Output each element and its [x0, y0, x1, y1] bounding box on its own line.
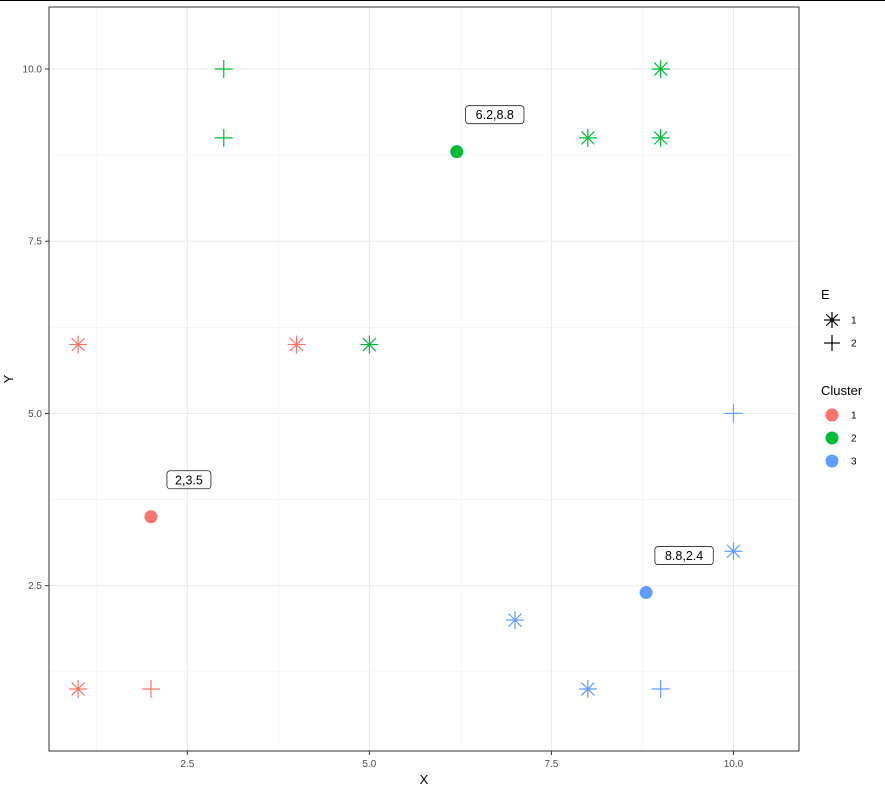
centroid-point	[639, 586, 653, 600]
legend-shape-title: E	[821, 287, 830, 302]
data-point-cluster-2	[214, 60, 233, 78]
asterisk-d2-stroke	[653, 62, 668, 76]
data-point-cluster-2	[578, 128, 597, 147]
data-point-cluster-3	[506, 611, 525, 630]
legend-color-key	[825, 431, 839, 445]
data-point-cluster-1	[69, 335, 88, 354]
centroid-label: 2,3.5	[166, 470, 212, 490]
y-tick-label: 2.5	[28, 581, 42, 592]
centroid-label-box	[166, 470, 212, 490]
x-tick-label: 5.0	[362, 759, 376, 770]
top-border-line	[0, 0, 885, 1]
centroid-label-text: 8.8,2.4	[665, 549, 703, 563]
plot-background	[49, 7, 799, 751]
asterisk-d2-stroke	[362, 337, 377, 352]
asterisk-d2-stroke	[580, 130, 595, 145]
data-point-cluster-2	[651, 60, 670, 78]
centroid-label: 8.8,2.4	[654, 546, 714, 565]
centroid-label-text: 6.2,8.8	[476, 108, 514, 122]
data-point-cluster-1	[141, 680, 160, 698]
legend-color-title: Cluster	[821, 383, 863, 398]
asterisk-d2-stroke	[653, 130, 668, 145]
data-point-cluster-1	[69, 680, 88, 698]
data-point-cluster-1	[287, 335, 306, 354]
legend-color-key	[825, 408, 839, 422]
data-point-cluster-3	[578, 680, 597, 698]
x-axis-title: X	[420, 772, 429, 787]
grid-lines	[49, 7, 799, 751]
data-point-cluster-2	[651, 128, 670, 147]
legend: E 1 2 Cluster 1 2 3	[821, 287, 863, 468]
asterisk-d2-stroke	[508, 613, 522, 628]
x-tick-label: 7.5	[544, 759, 558, 770]
y-axis-title: Y	[1, 374, 16, 383]
centroid-label: 6.2,8.8	[465, 105, 525, 125]
cluster-centroids: 2,3.5 6.2,8.8 8.8,2.4	[144, 105, 714, 600]
x-tick-label: 10.0	[724, 759, 744, 770]
y-tick-label: 10.0	[23, 65, 43, 76]
centroid-label-box	[654, 546, 714, 565]
data-points	[69, 60, 743, 698]
plot-border	[48, 6, 800, 752]
legend-color-label: 2	[851, 434, 857, 445]
asterisk-d2-stroke	[580, 682, 595, 696]
y-tick-label: 5.0	[28, 409, 42, 420]
legend-shape-label: 2	[851, 339, 857, 350]
data-point-cluster-3	[724, 542, 743, 561]
data-point-cluster-3	[651, 680, 670, 698]
asterisk-d2-stroke	[289, 337, 304, 352]
data-point-cluster-2	[214, 128, 233, 147]
legend-color-key	[825, 454, 839, 468]
centroid-label-box	[465, 105, 525, 125]
legend-shape-key	[824, 312, 840, 328]
asterisk-d2-stroke	[825, 313, 839, 327]
centroid-point	[450, 145, 464, 159]
legend-color-label: 3	[851, 457, 857, 468]
asterisk-d2-stroke	[726, 544, 741, 559]
legend-color-label: 1	[851, 411, 857, 422]
asterisk-d2-stroke	[71, 682, 86, 696]
data-point-cluster-2	[360, 335, 379, 354]
centroid-label-text: 2,3.5	[175, 473, 203, 487]
axes: 2.5 5.0 7.5 10.0 2.5 5.0 7.5 10.0 X Y	[1, 6, 800, 787]
asterisk-d2-stroke	[71, 337, 86, 352]
data-point-cluster-3	[724, 404, 743, 423]
centroid-point	[144, 510, 158, 524]
y-tick-label: 7.5	[28, 237, 42, 248]
legend-shape-label: 1	[851, 316, 857, 327]
legend-shape-key	[824, 335, 840, 351]
plot-panel	[49, 7, 799, 751]
x-tick-label: 2.5	[180, 759, 194, 770]
